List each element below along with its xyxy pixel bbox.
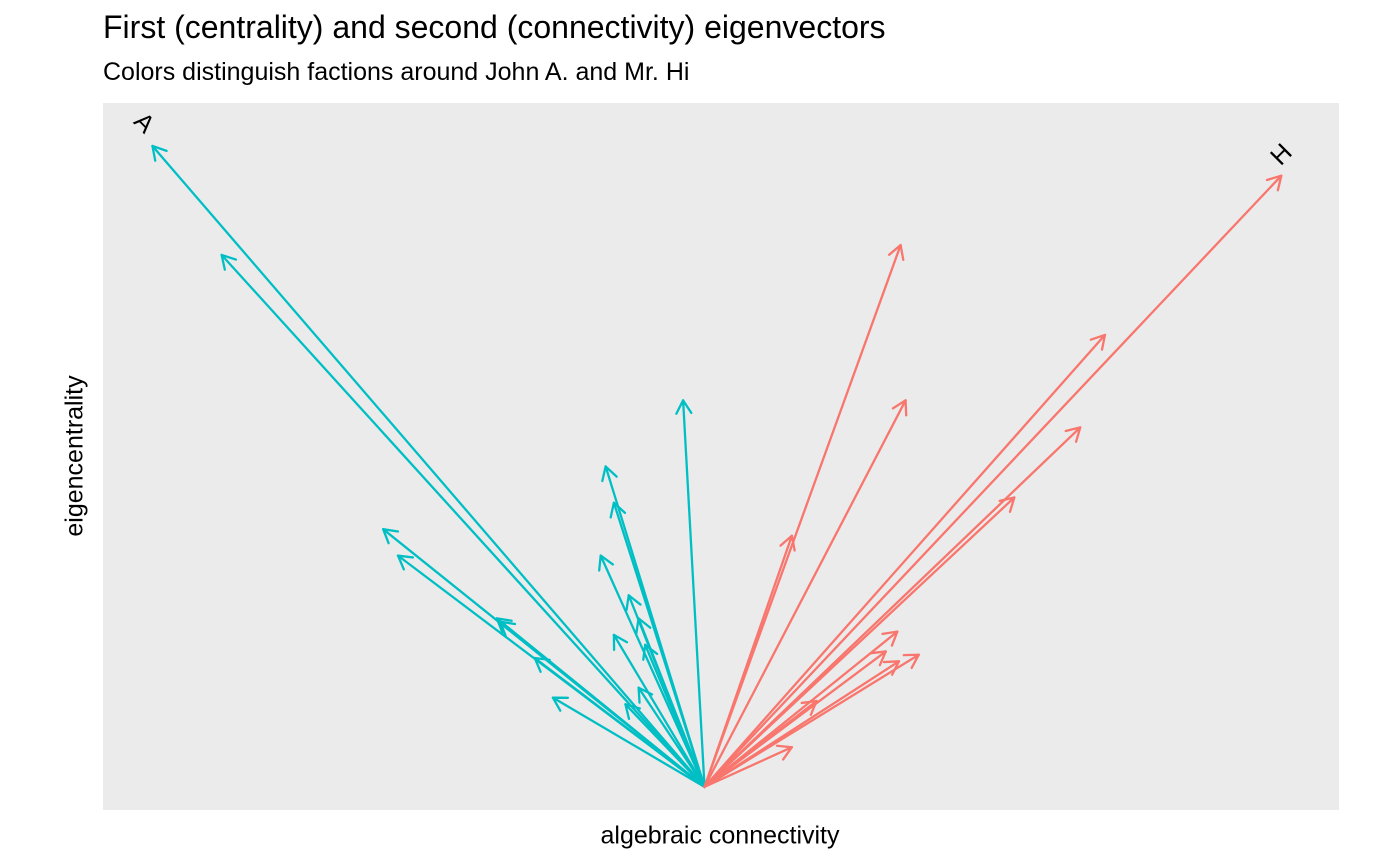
chart-title: First (centrality) and second (connectiv…	[103, 9, 886, 45]
vector-head	[598, 554, 615, 572]
vector-head	[1265, 174, 1283, 192]
vector-shaft	[703, 333, 1107, 789]
vector-shaft	[604, 465, 706, 789]
vector-shaft	[703, 699, 818, 789]
vector-shaft	[612, 633, 706, 789]
vector-head	[891, 399, 908, 417]
vector-arrow-h-2	[703, 333, 1107, 789]
vector-head	[396, 554, 415, 571]
vector-shaft	[681, 399, 706, 789]
chart-subtitle: Colors distinguish factions around John …	[103, 58, 690, 86]
x-axis-label: algebraic connectivity	[600, 821, 840, 850]
vector-arrow-a-7	[533, 656, 706, 789]
vector-arrow-h-7	[703, 534, 796, 789]
vector-shaft	[703, 534, 794, 789]
vector-arrow-a-6	[499, 620, 706, 789]
vector-shaft	[703, 746, 794, 789]
vector-head	[625, 594, 642, 612]
vector-head	[779, 534, 796, 552]
vector-arrow-h-12	[703, 699, 818, 789]
vector-head	[869, 650, 887, 667]
vector-head	[601, 465, 618, 483]
vectors-layer	[151, 144, 1283, 789]
vector-head	[382, 528, 400, 545]
vector-head	[775, 744, 794, 761]
plot-panel	[103, 103, 1339, 810]
vector-head	[612, 633, 629, 652]
vector-head	[151, 144, 168, 162]
vector-arrow-a-18	[675, 399, 706, 789]
vector-shaft	[151, 144, 706, 789]
vector-head	[1064, 426, 1082, 443]
vector-shaft	[220, 253, 706, 789]
vector-head	[800, 699, 818, 716]
vector-arrow-h-11	[703, 660, 901, 789]
vector-head	[499, 620, 517, 637]
vector-arrow-a-17	[635, 617, 706, 789]
vector-head	[551, 696, 570, 712]
vector-shaft	[637, 617, 706, 789]
vector-head	[642, 643, 659, 661]
vector-head	[998, 496, 1016, 513]
vector-head	[495, 617, 513, 634]
vector-head	[220, 253, 238, 271]
vector-arrow-h-13	[703, 744, 794, 789]
vector-head	[888, 243, 905, 261]
vector-shaft	[703, 174, 1283, 789]
vector-arrow-a-8	[551, 696, 706, 789]
vector-head	[624, 703, 641, 720]
vector-shaft	[533, 656, 706, 789]
vector-head	[637, 686, 654, 704]
vector-arrow-a-10	[612, 633, 706, 789]
vector-arrow-a-12	[601, 465, 706, 789]
vector-arrow-h-6	[703, 496, 1016, 789]
vector-arrow-a-16	[624, 703, 706, 789]
vector-shaft	[499, 620, 706, 789]
vector-shaft	[703, 243, 902, 789]
vector-head	[675, 399, 693, 415]
vector-head	[881, 630, 899, 647]
vector-shaft	[703, 399, 907, 789]
y-axis-label: eigencentrality	[60, 375, 89, 537]
vector-head	[533, 656, 551, 674]
vector-head	[902, 653, 920, 670]
vector-arrow-h-1	[703, 174, 1283, 789]
vector-shaft	[637, 686, 706, 789]
vector-arrow-a-1	[151, 144, 706, 789]
vector-head	[1089, 333, 1107, 351]
vector-head	[882, 660, 901, 676]
vector-shaft	[624, 703, 706, 789]
vector-shaft	[703, 496, 1016, 789]
vector-head	[609, 501, 627, 519]
vector-arrow-h-3	[703, 243, 905, 789]
vector-head	[635, 617, 652, 635]
vector-arrow-a-2	[220, 253, 706, 789]
vector-arrow-h-4	[703, 399, 908, 789]
vector-arrow-a-15	[637, 686, 706, 789]
vector-shaft	[551, 696, 706, 789]
vector-shaft	[703, 660, 901, 789]
